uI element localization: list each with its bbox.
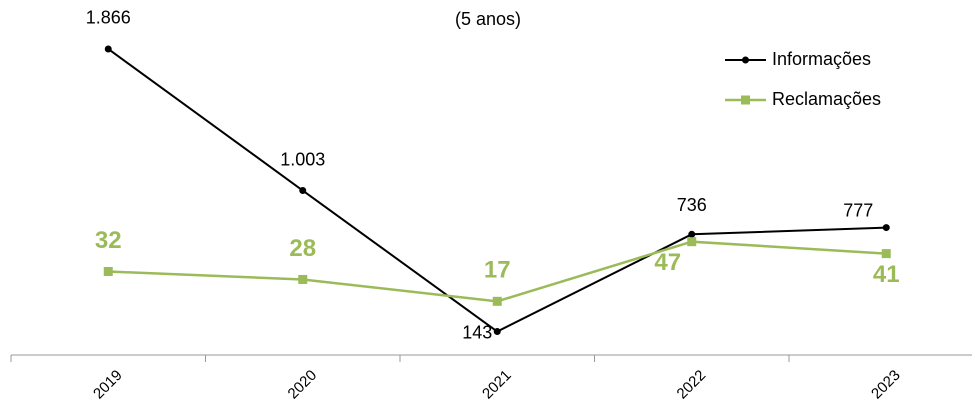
data-label: 47: [654, 249, 681, 276]
data-label: 41: [873, 261, 900, 288]
data-label: 1.003: [280, 149, 325, 169]
point-marker: [881, 249, 891, 259]
point-marker: [298, 274, 308, 284]
point-marker: [299, 187, 307, 195]
point-marker: [104, 45, 112, 53]
legend-label: Informações: [772, 49, 871, 69]
x-tick-label: 2021: [479, 367, 515, 403]
x-tick-label: 2020: [285, 367, 321, 403]
legend-marker: [742, 56, 749, 64]
point-marker: [493, 328, 501, 336]
data-label: 1.866: [86, 8, 131, 28]
point-marker: [882, 224, 890, 232]
x-tick-label: 2023: [868, 367, 904, 403]
point-marker: [688, 230, 696, 238]
point-marker: [687, 237, 697, 247]
x-tick-label: 2019: [90, 367, 126, 403]
legend-label: Reclamações: [772, 89, 881, 109]
chart-title: (5 anos): [455, 9, 521, 29]
data-label: 777: [843, 200, 873, 220]
point-marker: [492, 296, 502, 306]
point-marker: [103, 267, 113, 277]
data-label: 143: [462, 322, 492, 342]
data-label: 736: [677, 195, 707, 215]
x-tick-label: 2022: [674, 367, 710, 403]
data-label: 28: [289, 235, 316, 262]
series-line: [107, 48, 887, 333]
data-label: 17: [484, 257, 511, 284]
legend-marker: [741, 95, 750, 105]
data-label: 32: [95, 227, 122, 254]
